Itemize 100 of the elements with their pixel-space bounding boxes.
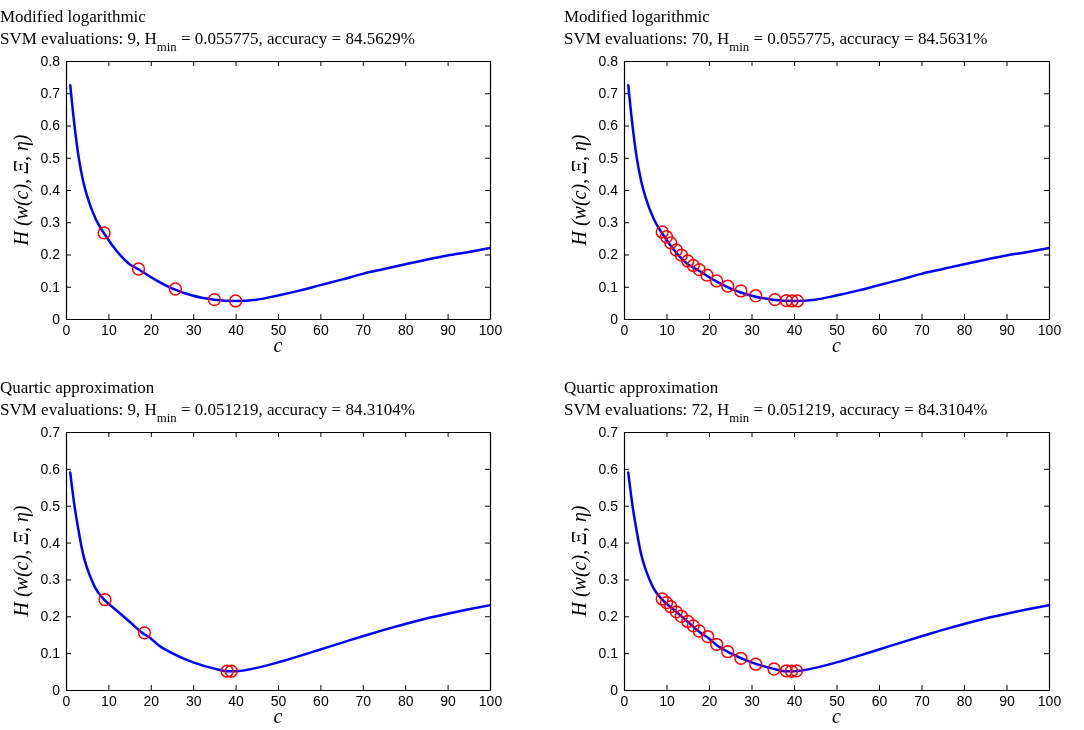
x-tick-label: 40 [786, 321, 803, 338]
y-tick-label: 0.6 [40, 117, 61, 134]
point [785, 294, 799, 308]
y-tick-label: 0.4 [40, 534, 61, 551]
x-tick-label: 90 [999, 692, 1015, 709]
y-tick-label: 0.6 [598, 117, 619, 134]
point [721, 645, 735, 659]
x-tick-label: 90 [440, 692, 457, 709]
line-series [68, 471, 490, 673]
x-tick-label: 90 [999, 321, 1015, 338]
x-tick-label: 70 [914, 321, 930, 338]
point [674, 609, 689, 623]
point [768, 292, 782, 307]
y-tick-label: 0.8 [40, 52, 61, 69]
chart-subtitle: SVM evaluations: 70, H$_{min}$ = 0.055775, accuracy = 84.5631% [564, 29, 988, 54]
point [220, 664, 234, 678]
x-tick-label: 20 [143, 321, 160, 338]
y-tick-label: 0.7 [40, 423, 61, 440]
y-tick-label: 0.1 [40, 278, 61, 295]
y-tick-label: 0.2 [598, 608, 619, 625]
line-series [627, 471, 1049, 673]
y-tick-label: 0.7 [40, 85, 61, 102]
point [700, 268, 714, 282]
x-tick-label: 80 [397, 321, 414, 338]
point [669, 243, 683, 257]
y-tick-label: 0.1 [40, 645, 61, 662]
y-tick-label: 0 [52, 681, 61, 698]
point [207, 292, 222, 307]
chart-title: Quartic approximation [564, 378, 719, 397]
point [664, 600, 678, 614]
y-axis-title: H (w(c), Ξ, η) [10, 134, 33, 247]
point [790, 294, 805, 308]
x-tick-label: 100 [478, 692, 503, 709]
x-tick-label: 30 [744, 692, 760, 709]
y-tick-label: 0.5 [598, 149, 619, 166]
y-tick-label: 0.4 [598, 181, 619, 198]
y-tick-label: 0.1 [598, 278, 619, 295]
point [734, 651, 748, 665]
y-tick-label: 0.6 [40, 460, 61, 477]
x-tick-label: 30 [744, 321, 760, 338]
x-tick-label: 20 [143, 692, 160, 709]
x-tick-label: 80 [397, 692, 414, 709]
point [659, 595, 674, 610]
x-tick-label: 10 [101, 321, 117, 338]
y-tick-label: 0.4 [598, 534, 619, 551]
point [674, 248, 689, 262]
chart-subtitle: SVM evaluations: 9, H$_{min}$ = 0.055775, accuracy = 84.5629% [0, 29, 415, 54]
x-tick-label: 60 [871, 692, 888, 709]
y-tick-label: 0 [52, 310, 61, 327]
point [779, 293, 794, 308]
x-tick-label: 100 [478, 321, 503, 338]
y-tick-label: 0.5 [40, 497, 61, 514]
x-tick-label: 20 [701, 321, 718, 338]
point [655, 225, 669, 239]
x-tick-label: 10 [659, 692, 675, 709]
chart-title: Quartic approximation [0, 378, 155, 397]
point [767, 662, 781, 676]
y-tick-label: 0.8 [598, 52, 619, 69]
point [692, 263, 706, 277]
line-series [627, 83, 1049, 303]
x-tick-label: 20 [701, 692, 718, 709]
x-tick-label: 100 [1037, 321, 1062, 338]
chart-subtitle: SVM evaluations: 9, H$_{min}$ = 0.051219, accuracy = 84.3104% [0, 400, 415, 425]
y-tick-label: 0.5 [40, 149, 61, 166]
line-series [68, 83, 490, 303]
point [131, 262, 146, 276]
y-tick-label: 0.7 [598, 85, 619, 102]
x-tick-label: 40 [228, 321, 245, 338]
point [659, 230, 674, 244]
point [98, 593, 112, 607]
y-axis-title: H (w(c), Ξ, η) [10, 505, 33, 618]
y-tick-label: 0.6 [598, 460, 619, 477]
x-tick-label: 40 [786, 692, 803, 709]
x-tick-label: 30 [185, 321, 202, 338]
y-tick-label: 0.3 [40, 571, 61, 588]
point [228, 294, 243, 308]
chart-title: Modified logarithmic [0, 7, 147, 26]
y-tick-label: 0.2 [598, 246, 619, 263]
point [224, 664, 239, 678]
point [749, 657, 763, 671]
x-tick-label: 10 [101, 692, 117, 709]
point [789, 664, 804, 678]
y-tick-label: 0 [610, 681, 619, 698]
y-tick-label: 0 [610, 310, 619, 327]
chart-title: Modified logarithmic [564, 7, 711, 26]
point [784, 664, 799, 678]
y-tick-label: 0.3 [598, 571, 619, 588]
x-tick-label: 80 [956, 692, 973, 709]
x-tick-label: 10 [659, 321, 675, 338]
y-tick-label: 0.1 [598, 645, 619, 662]
point [709, 637, 724, 651]
x-tick-label: 60 [313, 692, 329, 709]
point [779, 664, 794, 678]
y-tick-label: 0.3 [40, 214, 61, 231]
point [701, 629, 715, 644]
y-axis-title: H (w(c), Ξ, η) [568, 134, 591, 247]
point [734, 284, 748, 298]
x-tick-label: 80 [956, 321, 973, 338]
point [709, 274, 724, 288]
y-tick-label: 0.4 [40, 181, 61, 198]
